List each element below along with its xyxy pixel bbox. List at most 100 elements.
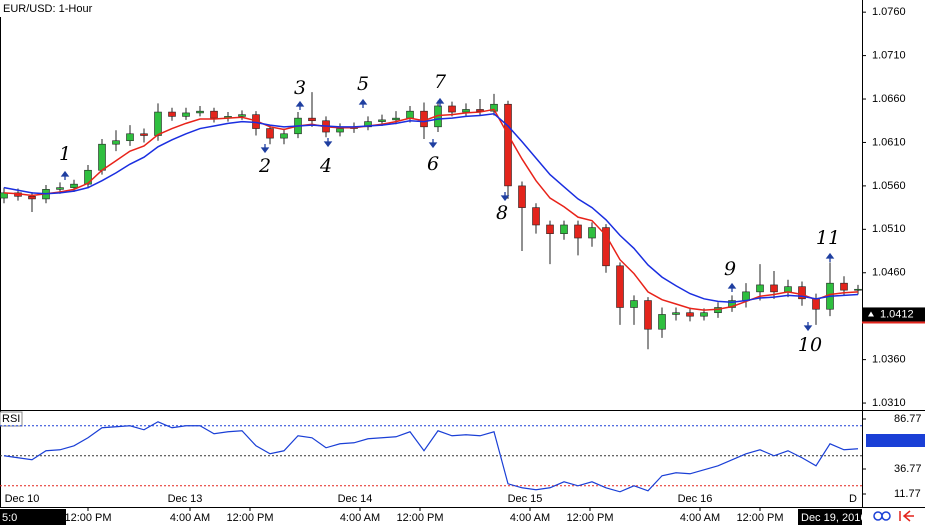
time-label: 12:00 PM xyxy=(226,512,273,524)
annotation: 5 xyxy=(357,73,369,95)
annotation-arrow xyxy=(295,100,305,110)
annotation-arrow xyxy=(260,144,270,154)
y-tick-label: 1.0310 xyxy=(872,397,906,409)
last-price-pointer xyxy=(868,311,874,317)
annotation: 10 xyxy=(798,334,822,356)
candle-body xyxy=(280,133,288,139)
y-tick-label: 1.0360 xyxy=(872,354,906,366)
last-price-box xyxy=(863,307,925,322)
candle-body xyxy=(126,133,134,142)
day-label: D xyxy=(849,493,857,505)
cursor-date: Dec 19, 2016 xyxy=(801,512,866,524)
day-label: Dec 10 xyxy=(5,493,40,505)
candle-body xyxy=(140,133,148,136)
time-label: 12:00 PM xyxy=(566,512,613,524)
candle-body xyxy=(364,121,372,128)
y-tick-label: 1.0510 xyxy=(872,223,906,235)
annotation-arrow xyxy=(727,282,737,292)
candle-body xyxy=(210,110,218,119)
annotation: 11 xyxy=(816,227,840,249)
time-label: 4:00 AM xyxy=(340,512,380,524)
annotation: 2 xyxy=(258,155,271,177)
time-label: 4:00 AM xyxy=(680,512,720,524)
rsi-tick-label: 36.77 xyxy=(894,463,922,475)
day-label: Dec 15 xyxy=(508,493,543,505)
icon xyxy=(899,510,914,522)
title-box xyxy=(0,0,100,17)
candle-body xyxy=(602,227,610,267)
candle-body xyxy=(686,312,694,317)
candle-body xyxy=(840,282,848,291)
candle-body xyxy=(560,224,568,234)
candle-body xyxy=(56,187,64,190)
candle-body xyxy=(112,140,120,145)
candle-body xyxy=(420,110,428,128)
annotation-arrow xyxy=(428,139,438,149)
y-tick-label: 1.0660 xyxy=(872,93,906,105)
candle-body xyxy=(336,128,344,133)
candle-body xyxy=(448,105,456,113)
time-label: 4:00 AM xyxy=(510,512,550,524)
y-tick-label: 1.0610 xyxy=(872,136,906,148)
rsi-value-box xyxy=(866,434,925,447)
time-label: 12:00 PM xyxy=(396,512,443,524)
annotation-arrow xyxy=(500,192,510,202)
candle-body xyxy=(84,169,92,185)
candle-body xyxy=(630,300,638,308)
annotation-arrow xyxy=(323,138,333,148)
candle-body xyxy=(770,284,778,293)
candle-body xyxy=(154,111,162,136)
last-price-label: 1.0412 xyxy=(880,308,914,320)
candle-body xyxy=(196,110,204,114)
annotation: 9 xyxy=(724,258,736,280)
candle-body xyxy=(616,265,624,308)
rsi-title-box xyxy=(0,411,23,427)
cursor-time: 5:0 xyxy=(2,512,17,524)
rsi-title: RSI xyxy=(2,413,20,425)
candle-body xyxy=(854,288,862,291)
toolbar-icons xyxy=(873,510,914,522)
time-label: 12:00 PM xyxy=(64,512,111,524)
candle-body xyxy=(784,286,792,293)
candle-body xyxy=(518,185,526,208)
candle-body xyxy=(28,196,36,200)
rsi-line xyxy=(3,421,859,493)
y-tick-label: 1.0560 xyxy=(872,180,906,192)
annotation-arrow xyxy=(358,98,368,108)
annotation-arrow xyxy=(825,252,835,262)
candle-body xyxy=(742,291,750,301)
icon xyxy=(881,511,891,521)
candle-body xyxy=(266,128,274,139)
day-label: Dec 16 xyxy=(678,493,713,505)
candle-body xyxy=(658,314,666,330)
rsi-tick-label: 86.77 xyxy=(894,413,922,425)
candle-body xyxy=(168,111,176,117)
candle-body xyxy=(462,109,470,113)
candle-body xyxy=(798,286,806,300)
moving-average xyxy=(3,113,859,304)
annotation: 4 xyxy=(319,155,332,177)
candle-body xyxy=(70,183,78,188)
candle-body xyxy=(378,119,386,122)
candle-body xyxy=(574,224,582,239)
chart-title: EUR/USD: 1-Hour xyxy=(3,3,93,15)
annotation-arrow xyxy=(60,170,70,180)
y-tick-label: 1.0760 xyxy=(872,6,906,18)
y-tick-label: 1.0460 xyxy=(872,267,906,279)
candle-body xyxy=(756,284,764,293)
candle-body xyxy=(672,312,680,315)
candle-body xyxy=(406,110,414,119)
annotation: 8 xyxy=(496,202,508,224)
candle-body xyxy=(532,207,540,226)
candle-body xyxy=(308,117,316,122)
cursor-date-box xyxy=(798,509,862,525)
candle-body xyxy=(700,312,708,317)
candle-body xyxy=(182,112,190,117)
candle-body xyxy=(588,227,596,239)
candle-body xyxy=(238,114,246,117)
candle-body xyxy=(644,300,652,330)
annotation: 6 xyxy=(427,153,439,175)
candle-body xyxy=(392,117,400,121)
